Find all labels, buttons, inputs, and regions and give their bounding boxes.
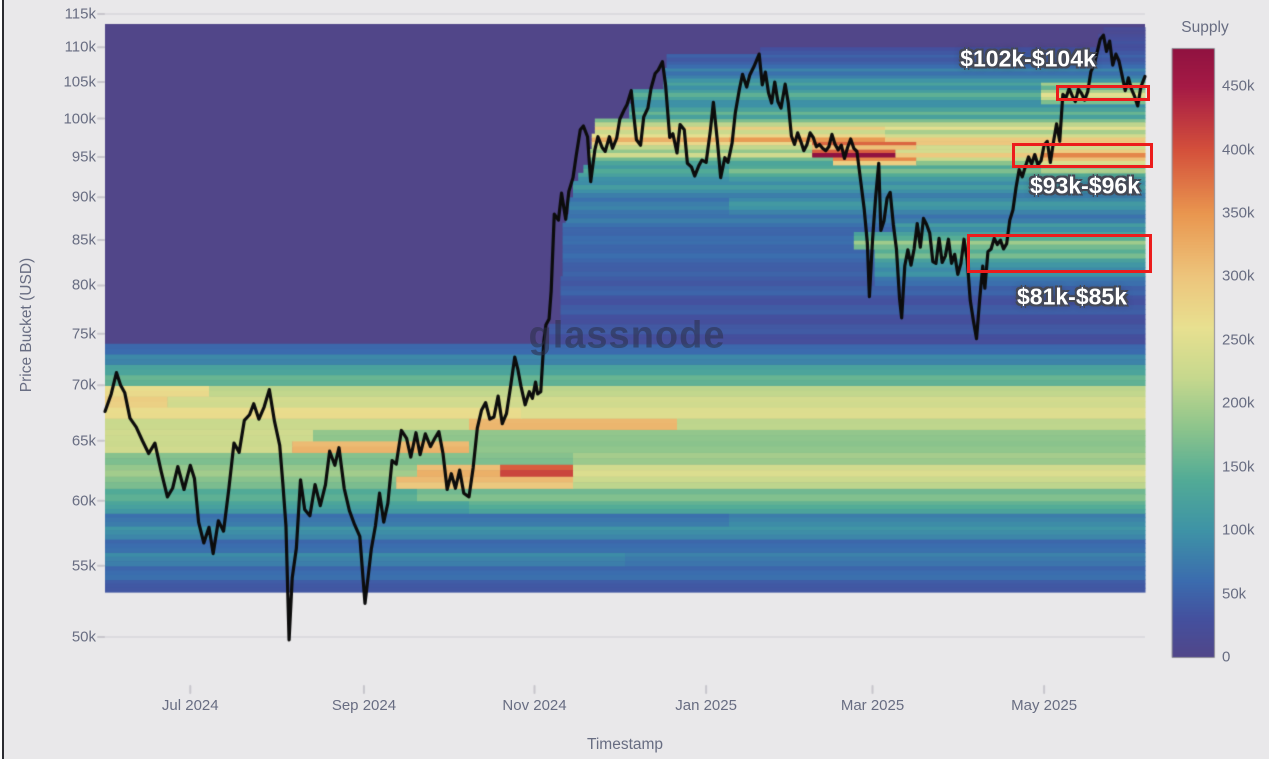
y-tick-label: 105k <box>63 73 96 91</box>
y-tick-label: 115k <box>64 5 96 23</box>
y-tick-label: 95k <box>71 148 96 166</box>
y-axis-title: Price Bucket (USD) <box>18 257 35 393</box>
colorbar-title: Supply <box>1181 19 1229 36</box>
colorbar-tick-label: 150k <box>1222 458 1255 476</box>
x-tick-label: Jan 2025 <box>675 697 737 714</box>
x-tick-label: Mar 2025 <box>840 697 905 714</box>
x-tick-label: Jul 2024 <box>161 697 219 714</box>
y-tick-label: 110k <box>64 38 96 56</box>
highlight-box-102k-104k <box>1056 85 1150 101</box>
annotation-label-102k-104k: $102k-$104k <box>960 45 1096 72</box>
annotation-label-93k-96k: $93k-$96k <box>1030 172 1140 199</box>
y-tick-label: 60k <box>71 492 96 510</box>
annotation-label-81k-85k: $81k-$85k <box>1017 283 1127 310</box>
x-tick-label: Sep 2024 <box>331 697 397 714</box>
y-tick-label: 55k <box>71 557 96 575</box>
colorbar-tick-label: 400k <box>1222 141 1255 158</box>
colorbar-tick-label: 200k <box>1222 394 1255 412</box>
colorbar-tick-label: 100k <box>1222 521 1255 539</box>
x-tick-label: May 2025 <box>1011 697 1078 714</box>
y-tick-label: 90k <box>71 188 96 206</box>
x-axis-title: Timestamp <box>586 736 664 753</box>
y-tick-label: 85k <box>71 231 96 249</box>
colorbar-tick-label: 50k <box>1222 585 1247 603</box>
colorbar-tick-label: 300k <box>1222 267 1255 285</box>
y-tick-label: 80k <box>71 276 96 294</box>
y-tick-label: 70k <box>71 376 96 394</box>
y-tick-label: 75k <box>71 325 96 343</box>
y-tick-label: 50k <box>71 628 96 646</box>
glassnode-watermark: glassnode <box>528 314 726 357</box>
colorbar-tick-label: 450k <box>1222 77 1255 95</box>
highlight-box-81k-85k <box>967 234 1152 273</box>
colorbar-tick-label: 350k <box>1222 204 1255 222</box>
y-tick-label: 100k <box>63 110 96 128</box>
colorbar-tick-label: 250k <box>1222 331 1255 349</box>
y-tick-label: 65k <box>71 432 96 450</box>
x-tick-label: Nov 2024 <box>502 697 567 714</box>
highlight-box-93k-96k <box>1012 143 1153 168</box>
colorbar-tick-label: 0 <box>1222 648 1231 666</box>
